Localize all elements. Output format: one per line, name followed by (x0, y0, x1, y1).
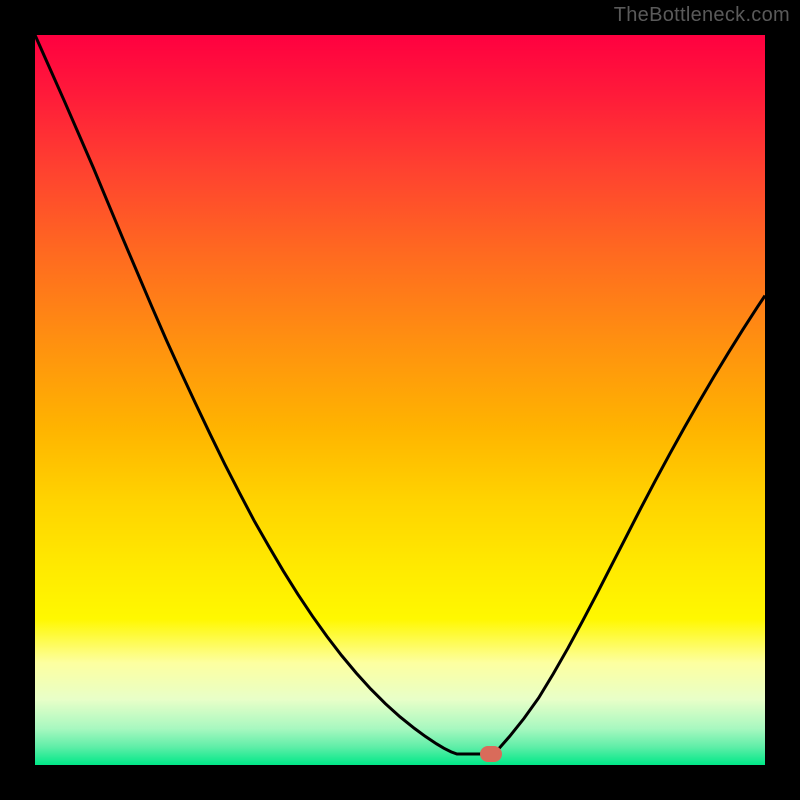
watermark-text: TheBottleneck.com (614, 4, 790, 27)
chart-marker (480, 746, 502, 762)
chart-plot-area (35, 35, 765, 765)
chart-curve (35, 35, 765, 765)
